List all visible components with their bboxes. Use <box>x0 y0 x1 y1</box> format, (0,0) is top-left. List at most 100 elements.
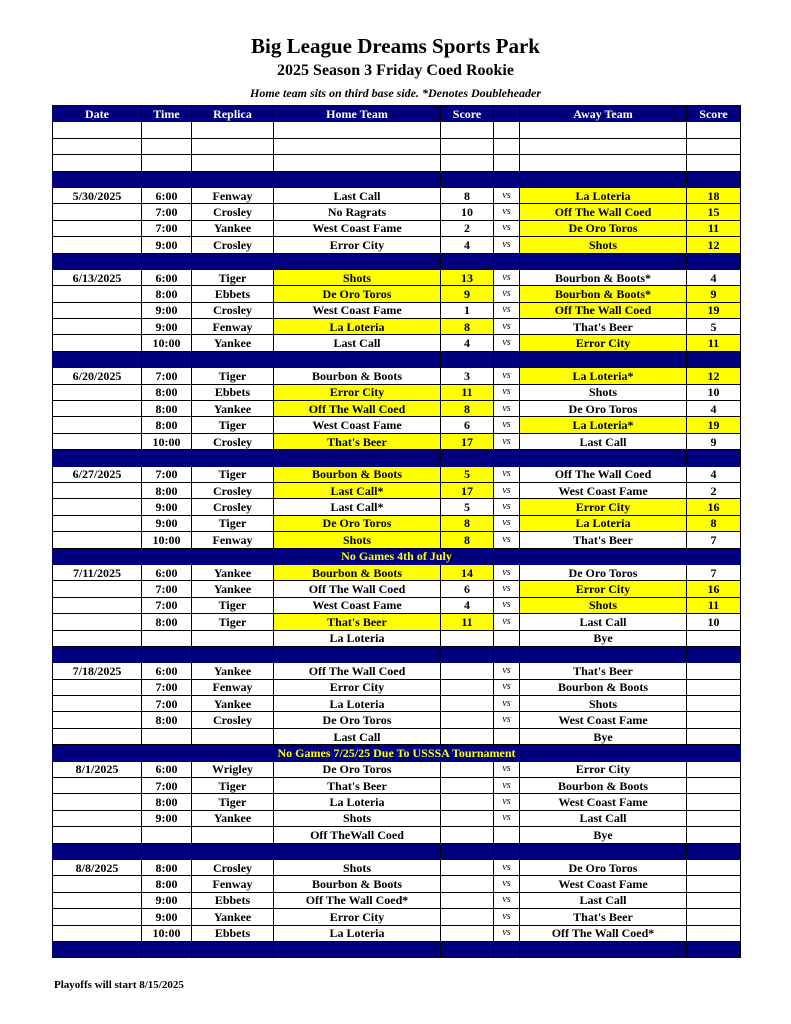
empty-cell <box>52 350 142 369</box>
date-cell <box>52 777 142 795</box>
home-score-cell: 1 <box>440 301 494 320</box>
away-score-cell: 5 <box>686 318 741 336</box>
empty-cell <box>493 645 520 664</box>
replica-cell: Crosley <box>191 711 274 729</box>
empty-cell <box>440 940 494 959</box>
home-score-cell <box>440 695 494 713</box>
vs-cell: vs <box>493 531 520 549</box>
vs-cell: vs <box>493 678 520 697</box>
vs-cell: vs <box>493 432 520 451</box>
home-team-cell: Shots <box>273 858 441 877</box>
empty-cell <box>519 350 687 369</box>
game-row: 9:00 Yankee Shots vs Last Call <box>52 809 741 828</box>
away-score-cell: 2 <box>686 481 741 500</box>
game-row: 10:00 Ebbets La Loteria vs Off The Wall Coed… <box>52 924 741 942</box>
home-score-cell: 4 <box>440 236 494 254</box>
document-title: Big League Dreams Sports Park <box>251 34 540 58</box>
no-games-notice: No Games 4th of July <box>52 547 741 565</box>
game-row: 8:00 Ebbets De Oro Toros 9 vs Bourbon & Boots… <box>52 285 741 303</box>
away-team-cell: Bourbon & Boots <box>519 678 687 697</box>
away-score-cell: 16 <box>686 580 741 598</box>
away-team-cell: Shots <box>519 383 687 402</box>
date-cell <box>52 400 142 418</box>
empty-cell <box>686 252 741 270</box>
away-team-cell: Error City <box>519 498 687 516</box>
empty-cell <box>440 170 494 188</box>
replica-cell: Tiger <box>191 367 274 385</box>
home-team-cell: La Loteria <box>273 629 441 647</box>
empty-cell <box>52 449 142 467</box>
time-cell: 9:00 <box>141 908 192 926</box>
away-score-cell <box>686 662 741 680</box>
empty-cell <box>273 645 441 664</box>
replica-cell: Fenway <box>191 531 274 549</box>
away-team-cell: West Coast Fame <box>519 875 687 893</box>
game-row: 7/11/2025 6:00 Yankee Bourbon & Boots 14 vs De… <box>52 563 741 582</box>
away-score-cell <box>686 760 741 779</box>
vs-cell: vs <box>493 858 520 877</box>
date-cell <box>52 793 142 811</box>
replica-cell: Yankee <box>191 563 274 582</box>
replica-cell: Crosley <box>191 236 274 254</box>
replica-cell: Tiger <box>191 777 274 795</box>
date-cell <box>52 514 142 533</box>
away-team-cell: Shots <box>519 236 687 254</box>
replica-cell: Yankee <box>191 219 274 238</box>
date-cell <box>52 416 142 434</box>
replica-cell: Tiger <box>191 613 274 631</box>
replica-cell <box>191 727 274 746</box>
vs-cell <box>493 826 520 844</box>
empty-cell <box>440 137 494 156</box>
date-cell <box>52 908 142 926</box>
home-team-cell: West Coast Fame <box>273 219 441 238</box>
vs-cell: vs <box>493 924 520 942</box>
home-score-cell <box>440 875 494 893</box>
game-row: 8:00 Tiger La Loteria vs West Coast Fame <box>52 793 741 811</box>
empty-cell <box>52 137 142 156</box>
date-cell: 6/27/2025 <box>52 465 142 483</box>
column-header-time: Time <box>141 104 192 123</box>
game-row: 10:00 Yankee Last Call 4 vs Error City 11 <box>52 334 741 352</box>
away-team-cell: Last Call <box>519 432 687 451</box>
replica-cell: Crosley <box>191 203 274 221</box>
away-team-cell: Bourbon & Boots* <box>519 268 687 287</box>
empty-cell <box>273 154 441 172</box>
game-row: 7:00 Crosley No Ragrats 10 vs Off The Wall Co… <box>52 203 741 221</box>
replica-cell: Tiger <box>191 793 274 811</box>
vs-cell: vs <box>493 203 520 221</box>
vs-cell: vs <box>493 186 520 205</box>
vs-cell: vs <box>493 662 520 680</box>
replica-cell: Crosley <box>191 481 274 500</box>
empty-cell <box>191 940 274 959</box>
replica-cell: Ebbets <box>191 924 274 942</box>
game-row: 8:00 Crosley De Oro Toros vs West Coast Fame <box>52 711 741 729</box>
vs-cell: vs <box>493 416 520 434</box>
home-team-cell: Last Call <box>273 186 441 205</box>
away-score-cell: 16 <box>686 498 741 516</box>
away-team-cell: De Oro Toros <box>519 563 687 582</box>
empty-cell <box>141 842 192 860</box>
replica-cell: Crosley <box>191 858 274 877</box>
replica-cell: Yankee <box>191 695 274 713</box>
away-team-cell: Bourbon & Boots <box>519 777 687 795</box>
home-team-cell: Off TheWall Coed <box>273 826 441 844</box>
home-team-cell: Bourbon & Boots <box>273 563 441 582</box>
home-team-cell: That's Beer <box>273 432 441 451</box>
no-games-notice: No Games 7/25/25 Due To USSSA Tournament <box>52 744 741 762</box>
away-team-cell: Error City <box>519 334 687 352</box>
date-cell <box>52 383 142 402</box>
away-team-cell: That's Beer <box>519 531 687 549</box>
game-row: 7:00 Tiger West Coast Fame 4 vs Shots 11 <box>52 596 741 615</box>
time-cell: 8:00 <box>141 875 192 893</box>
game-row: Last Call Bye <box>52 727 741 746</box>
game-row: La Loteria Bye <box>52 629 741 647</box>
date-cell <box>52 318 142 336</box>
away-team-cell: Bourbon & Boots* <box>519 285 687 303</box>
away-score-cell <box>686 777 741 795</box>
home-team-cell: That's Beer <box>273 613 441 631</box>
time-cell: 8:00 <box>141 481 192 500</box>
empty-cell <box>686 170 741 188</box>
empty-cell <box>141 940 192 959</box>
game-row: 9:00 Fenway La Loteria 8 vs That's Beer 5 <box>52 318 741 336</box>
vs-cell: vs <box>493 301 520 320</box>
